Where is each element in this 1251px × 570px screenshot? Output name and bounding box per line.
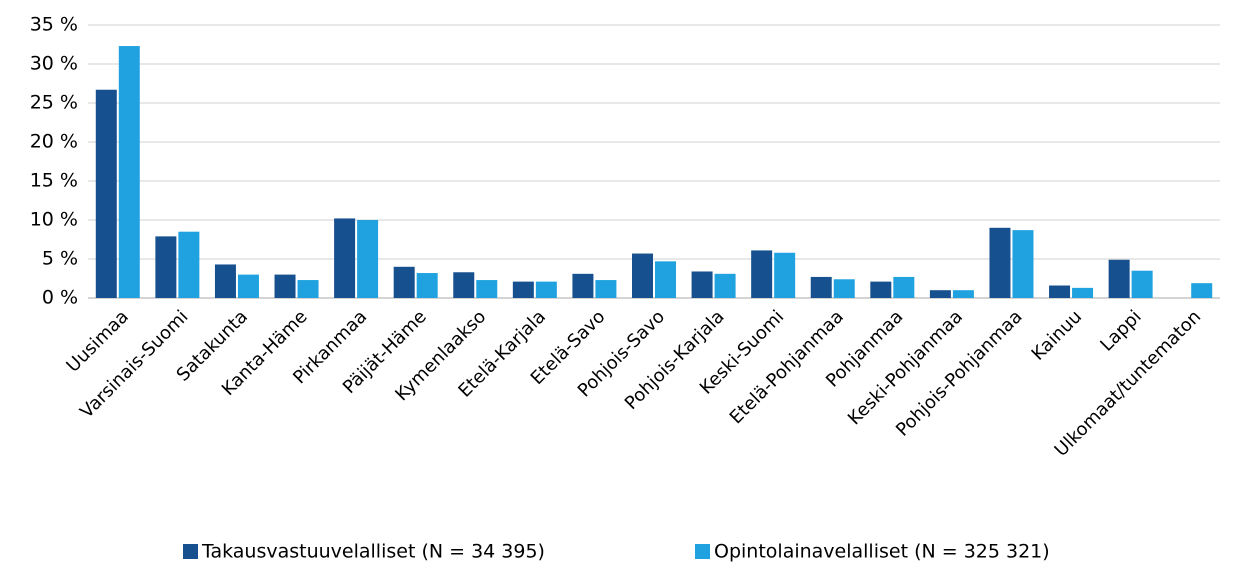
y-tick-label: 20 %	[30, 131, 78, 153]
y-tick-label: 0 %	[42, 287, 78, 309]
y-tick-label: 10 %	[30, 209, 78, 231]
bar	[952, 290, 974, 298]
bar	[572, 273, 594, 298]
bar	[714, 273, 736, 298]
bar	[214, 264, 236, 298]
bar	[751, 250, 773, 298]
y-tick-label: 15 %	[30, 170, 78, 192]
bar	[237, 274, 259, 298]
bar	[774, 252, 796, 298]
x-tick-label: Etelä-Pohjanmaa	[726, 306, 848, 428]
legend-label: Opintolainavelalliset (N = 325 321)	[714, 541, 1050, 563]
bar	[655, 261, 676, 298]
bar	[178, 231, 200, 298]
bar	[989, 227, 1011, 298]
bar	[476, 280, 498, 298]
bar	[274, 274, 296, 298]
bar	[1131, 270, 1153, 298]
x-tick-label: Keski-Pohjanmaa	[844, 306, 967, 429]
bar	[1049, 285, 1071, 298]
y-tick-label: 35 %	[30, 14, 78, 36]
bar	[297, 280, 319, 298]
bar	[118, 46, 140, 299]
bar	[334, 218, 356, 298]
x-tick-label: Lappi	[1096, 306, 1145, 355]
legend-swatch	[695, 544, 710, 559]
legend-swatch	[183, 544, 198, 559]
bar	[929, 290, 951, 298]
legend-label: Takausvastuuvelalliset (N = 34 395)	[201, 541, 545, 563]
bar	[691, 271, 713, 298]
y-tick-label: 25 %	[30, 92, 78, 114]
bar	[357, 220, 379, 298]
x-tick-label: Varsinais-Suomi	[76, 306, 192, 422]
bar	[1191, 283, 1213, 298]
bar	[810, 276, 832, 298]
bar	[512, 281, 534, 298]
bar	[870, 281, 892, 298]
y-tick-label: 5 %	[42, 248, 78, 270]
bar	[632, 253, 653, 298]
bar	[416, 273, 438, 298]
y-tick-label: 30 %	[30, 53, 78, 75]
bar	[1072, 287, 1094, 298]
x-tick-label: Kainuu	[1028, 306, 1087, 365]
bar	[535, 281, 557, 298]
bar	[833, 279, 855, 298]
bar	[155, 236, 177, 298]
bar	[453, 272, 475, 298]
bar	[393, 266, 415, 298]
bar	[1108, 259, 1130, 298]
bar	[95, 89, 117, 299]
bar	[1012, 230, 1034, 298]
bar	[595, 280, 617, 298]
bar	[893, 276, 915, 298]
